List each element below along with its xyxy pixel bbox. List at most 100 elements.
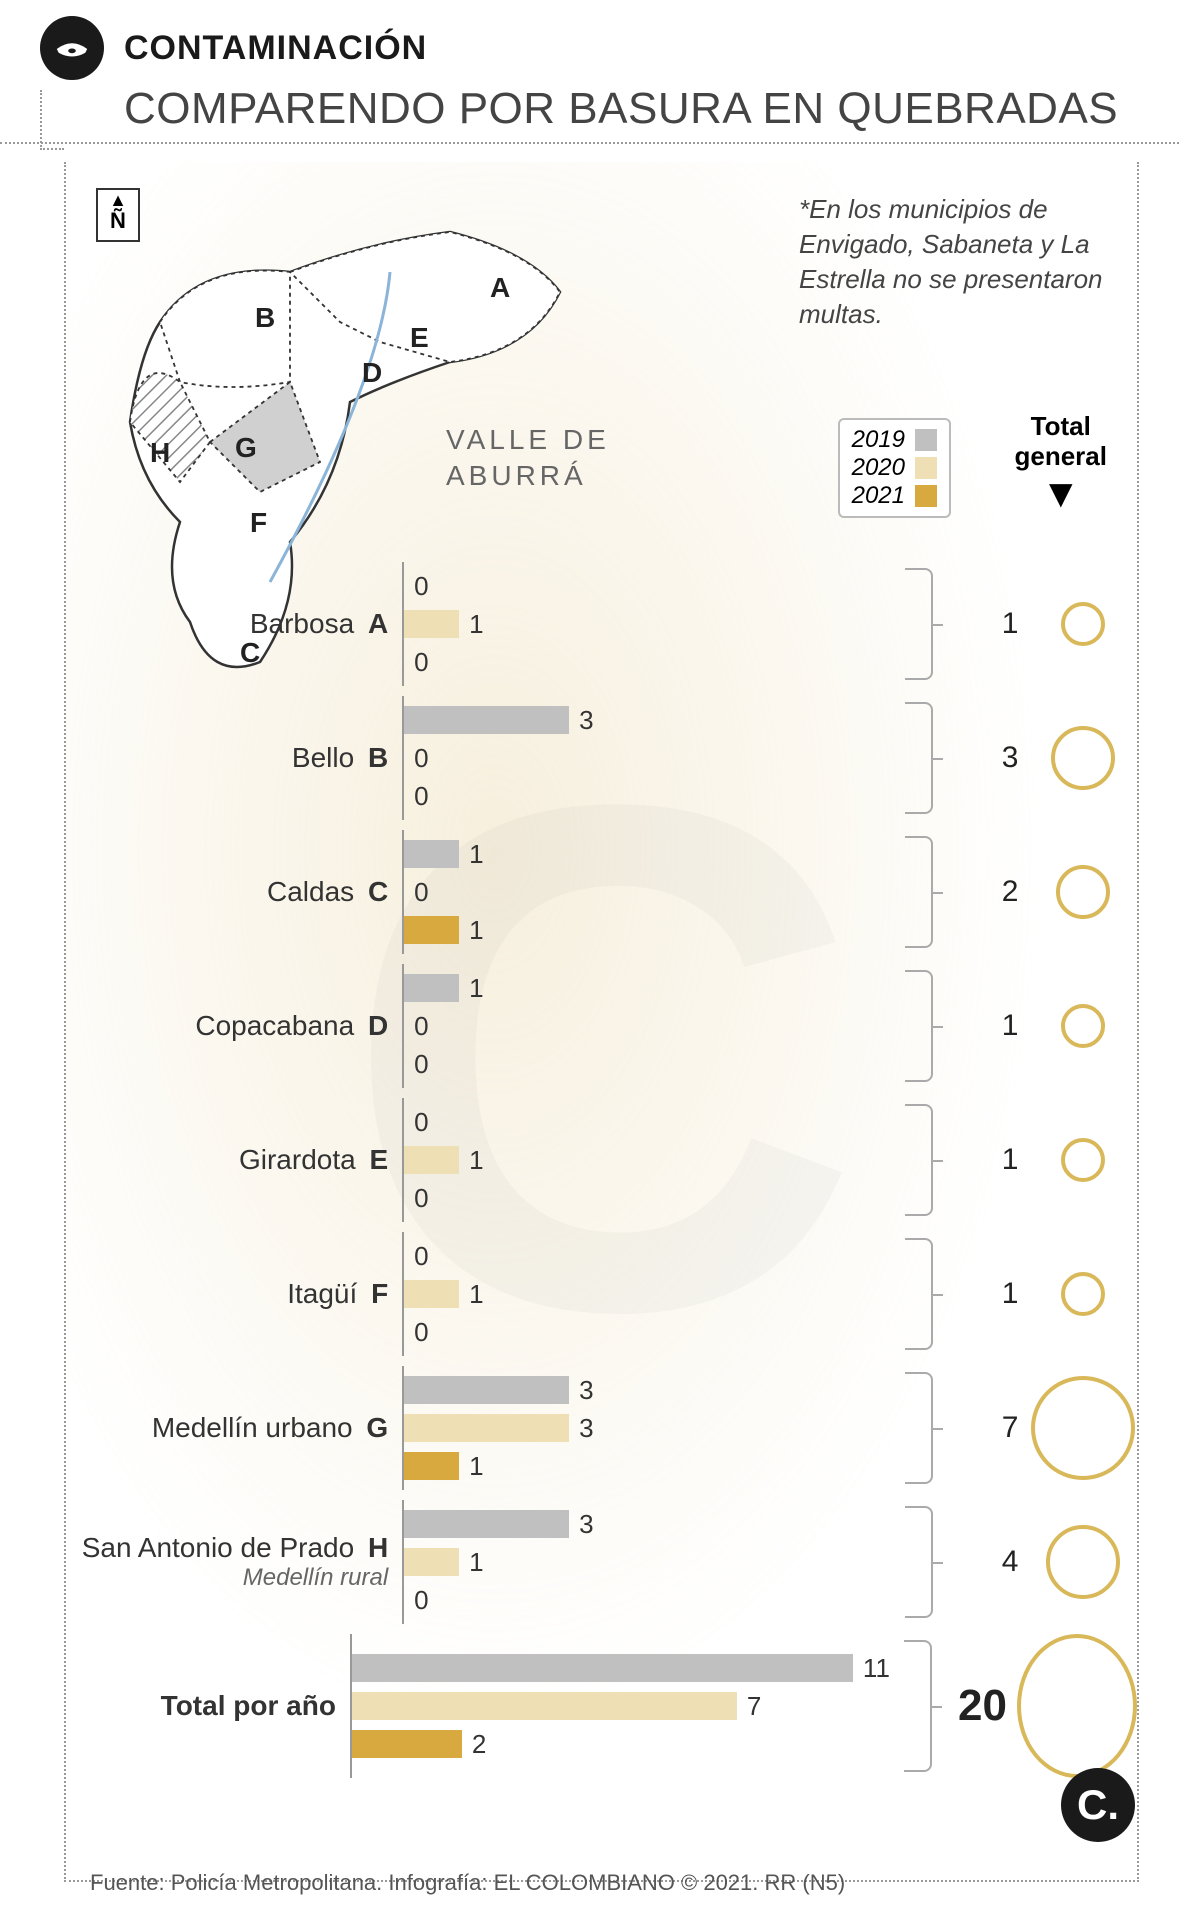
svg-text:G: G <box>235 432 257 463</box>
bar-value: 3 <box>579 1375 593 1406</box>
bar-line: 7 <box>352 1692 890 1720</box>
svg-text:E: E <box>410 322 429 353</box>
bar-line: 1 <box>404 1548 891 1576</box>
bar <box>404 916 459 944</box>
bar-value: 3 <box>579 1509 593 1540</box>
row-total: 4 <box>955 1500 1018 1624</box>
footnote: *En los municipios de Envigado, Sabaneta… <box>799 192 1109 332</box>
bars: 3 0 0 <box>402 696 891 820</box>
bar-value: 0 <box>414 1049 428 1080</box>
bar <box>404 1146 459 1174</box>
bar-line: 1 <box>404 610 891 638</box>
row-total: 1 <box>955 1232 1018 1356</box>
bars: 3 3 1 <box>402 1366 891 1490</box>
bar <box>404 1414 569 1442</box>
bar <box>404 706 569 734</box>
bar <box>404 1510 569 1538</box>
bar-line: 1 <box>404 916 891 944</box>
police-cap-icon <box>40 16 104 80</box>
bar <box>352 1654 853 1682</box>
bar-value: 11 <box>863 1653 890 1684</box>
bar-line: 3 <box>404 1376 891 1404</box>
total-ring <box>1031 1376 1135 1480</box>
bar-value: 1 <box>469 1279 483 1310</box>
total-ring <box>1051 726 1115 790</box>
bracket <box>905 1104 933 1216</box>
chart-row: Barbosa A 0 1 0 1 <box>66 562 1137 686</box>
bar-line: 0 <box>404 1050 891 1078</box>
row-total: 20 <box>954 1634 1007 1778</box>
bar-value: 0 <box>414 877 428 908</box>
chart-row: Bello B 3 0 0 3 <box>66 696 1137 820</box>
total-ring <box>1017 1634 1137 1778</box>
bar-value: 3 <box>579 705 593 736</box>
row-label: Itagüí F <box>66 1232 402 1356</box>
bar-value: 0 <box>414 781 428 812</box>
source-footer: Fuente: Policía Metropolitana. Infografí… <box>90 1870 1139 1896</box>
bar <box>404 1452 459 1480</box>
chart-row: Medellín urbano G 3 3 1 7 <box>66 1366 1137 1490</box>
bar-line: 0 <box>404 1586 891 1614</box>
row-total: 1 <box>955 562 1018 686</box>
bar-line: 0 <box>404 572 891 600</box>
bar <box>404 1280 459 1308</box>
row-label: Total por año <box>66 1634 350 1778</box>
page-title: COMPARENDO POR BASURA EN QUEBRADAS <box>124 84 1139 134</box>
bar-line: 2 <box>352 1730 890 1758</box>
bar-line: 0 <box>404 1242 891 1270</box>
bracket <box>905 1506 933 1618</box>
total-ring <box>1046 1525 1120 1599</box>
bar <box>404 840 459 868</box>
bar-line: 1 <box>404 1280 891 1308</box>
row-label: Medellín urbano G <box>66 1366 402 1490</box>
bracket-tick <box>933 1026 943 1028</box>
row-label: Barbosa A <box>66 562 402 686</box>
bracket <box>905 568 933 680</box>
total-ring <box>1061 1272 1105 1316</box>
publisher-logo-icon: C. <box>1061 1768 1135 1842</box>
row-total: 2 <box>955 830 1018 954</box>
arrow-down-icon: ▼ <box>1015 480 1108 508</box>
bars: 3 1 0 <box>402 1500 891 1624</box>
bar-value: 0 <box>414 647 428 678</box>
row-label: San Antonio de Prado H Medellín rural <box>66 1500 402 1624</box>
bracket-tick <box>933 892 943 894</box>
row-label: Copacabana D <box>66 964 402 1088</box>
bracket <box>905 836 933 948</box>
bar-value: 0 <box>414 1241 428 1272</box>
chart-row: Caldas C 1 0 1 2 <box>66 830 1137 954</box>
svg-text:A: A <box>490 272 510 303</box>
bar-line: 0 <box>404 1012 891 1040</box>
row-total: 1 <box>955 1098 1018 1222</box>
compass-icon: ▲ Ñ <box>96 188 140 242</box>
bar-value: 1 <box>469 1451 483 1482</box>
bar-line: 3 <box>404 1414 891 1442</box>
row-label: Girardota E <box>66 1098 402 1222</box>
swatch-2020 <box>915 457 937 479</box>
bar-value: 3 <box>579 1413 593 1444</box>
bar <box>352 1730 462 1758</box>
bar-value: 1 <box>469 915 483 946</box>
bar-line: 1 <box>404 1452 891 1480</box>
bar-value: 0 <box>414 1107 428 1138</box>
bar-line: 0 <box>404 878 891 906</box>
bar-chart: Barbosa A 0 1 0 1 Bello B 3 <box>66 562 1137 1856</box>
bar-value: 1 <box>469 609 483 640</box>
svg-text:F: F <box>250 507 267 538</box>
bar-line: 0 <box>404 782 891 810</box>
bar <box>404 974 459 1002</box>
bar-value: 0 <box>414 743 428 774</box>
bar-value: 1 <box>469 1547 483 1578</box>
chart-row: San Antonio de Prado H Medellín rural 3 … <box>66 1500 1137 1624</box>
chart-row-total: Total por año 11 7 2 20 <box>66 1634 1137 1778</box>
total-ring <box>1056 865 1110 919</box>
swatch-2019 <box>915 429 937 451</box>
bracket-tick <box>933 1428 943 1430</box>
bracket-tick <box>933 1562 943 1564</box>
bar-line: 1 <box>404 840 891 868</box>
total-ring <box>1061 602 1105 646</box>
bracket-tick <box>933 624 943 626</box>
swatch-2021 <box>915 485 937 507</box>
bars: 1 0 0 <box>402 964 891 1088</box>
bar-value: 1 <box>469 1145 483 1176</box>
